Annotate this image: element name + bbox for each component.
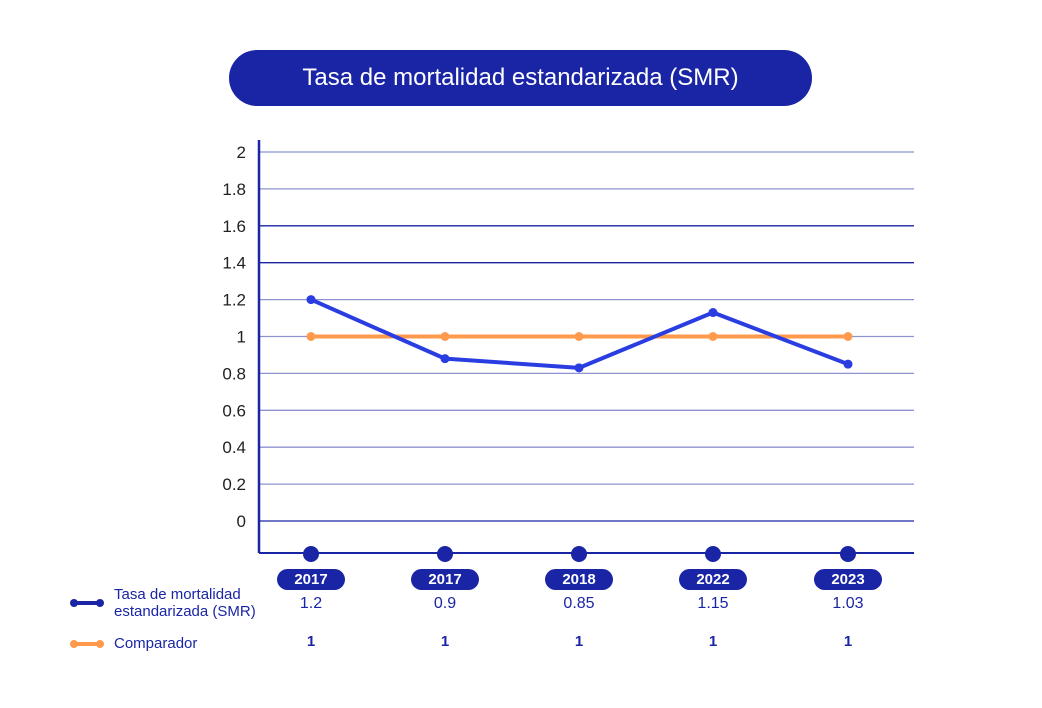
legend-comparador-line-icon [70, 639, 104, 649]
x-category-marker [437, 546, 453, 562]
y-tick-label: 2 [237, 143, 246, 162]
data-point-comparador [708, 332, 718, 341]
y-tick-label: 1.8 [222, 180, 246, 199]
legend-item-comparador: Comparador [70, 635, 197, 652]
data-point-comparador [574, 332, 584, 341]
y-tick-label: 1 [237, 328, 246, 347]
x-category-label: 2023 [814, 569, 882, 590]
y-tick-label: 1.4 [222, 254, 246, 273]
x-category-marker [571, 546, 587, 562]
x-category-marker [840, 546, 856, 562]
x-category-marker [705, 546, 721, 562]
legend-label-comparador: Comparador [114, 635, 198, 652]
y-tick-label: 1.6 [222, 217, 246, 236]
chart-title: Tasa de mortalidad estandarizada (SMR) [229, 50, 812, 106]
data-point-smr [440, 354, 450, 364]
smr-value-label: 0.85 [563, 595, 595, 612]
smr-value-label: 1.03 [832, 595, 864, 612]
x-category-marker [303, 546, 319, 562]
y-tick-label: 1.2 [222, 291, 246, 310]
y-tick-label: 0.8 [222, 364, 246, 383]
data-point-smr [306, 295, 316, 305]
y-tick-label: 0 [237, 512, 246, 531]
legend-label-smr: Tasa de mortalidad estandarizada (SMR) [114, 586, 256, 620]
y-tick-label: 0.2 [222, 475, 246, 494]
comparador-value-label: 1 [708, 633, 718, 650]
y-tick-label: 0.6 [222, 401, 246, 420]
data-point-comparador [440, 332, 450, 341]
smr-value-label: 0.9 [433, 595, 457, 612]
comparador-value-label: 1 [574, 633, 584, 650]
x-category-label: 2017 [411, 569, 479, 590]
data-point-smr [843, 359, 853, 369]
x-category-label: 2022 [679, 569, 747, 590]
data-point-comparador [306, 332, 316, 341]
y-tick-label: 0.4 [222, 438, 246, 457]
legend-smr-line-icon [70, 598, 104, 608]
legend-item-smr: Tasa de mortalidad estandarizada (SMR) [70, 586, 279, 620]
x-category-label: 2017 [277, 569, 345, 590]
x-category-label: 2018 [545, 569, 613, 590]
smr-value-label: 1.2 [299, 595, 323, 612]
smr-value-label: 1.15 [697, 595, 729, 612]
comparador-value-label: 1 [306, 633, 316, 650]
data-point-smr [574, 363, 584, 373]
comparador-value-label: 1 [440, 633, 450, 650]
comparador-value-label: 1 [843, 633, 853, 650]
data-point-comparador [843, 332, 853, 341]
data-point-smr [708, 308, 718, 318]
